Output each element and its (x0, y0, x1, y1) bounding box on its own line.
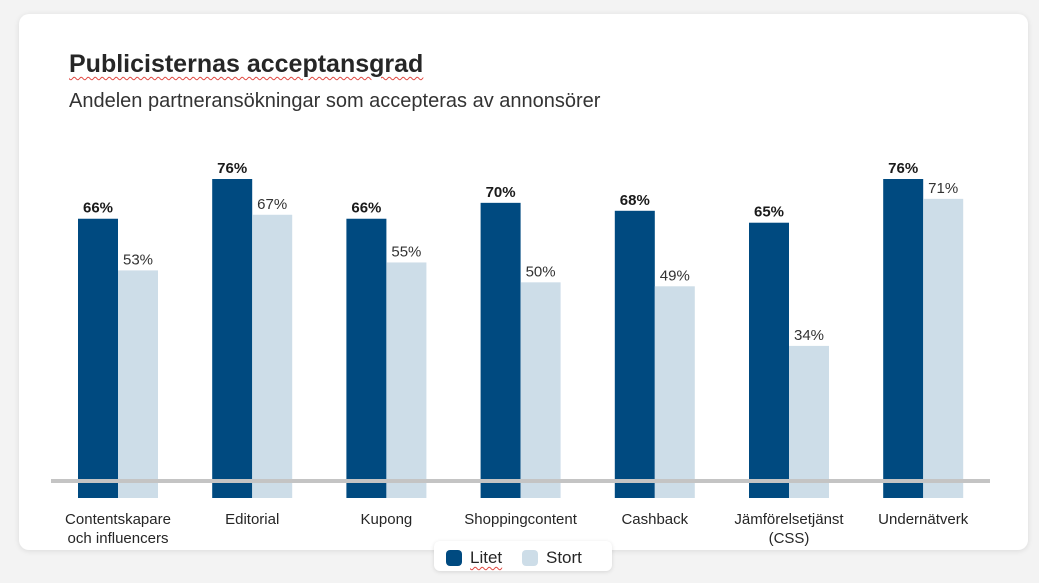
bar-litet-6 (883, 179, 924, 498)
bar-litet-4 (614, 210, 655, 498)
data-label-stort-1: 67% (257, 196, 287, 213)
data-label-litet-2: 66% (351, 200, 381, 217)
legend-swatch-stort (522, 550, 538, 566)
category-label-3: Shoppingcontent (464, 511, 577, 528)
category-label-4: Cashback (621, 511, 688, 528)
legend-label-litet: Litet (470, 548, 503, 567)
legend-item-litet[interactable]: Litet (446, 548, 502, 568)
bar-stort-0 (118, 270, 158, 498)
legend: Litet Stort (434, 541, 612, 571)
bar-stort-4 (654, 286, 695, 498)
category-label-5: Jämförelsetjänst (CSS) (734, 511, 844, 547)
data-label-litet-5: 65% (754, 204, 784, 221)
data-label-litet-0: 66% (83, 200, 113, 217)
data-label-litet-6: 76% (888, 160, 918, 177)
bar-litet-2 (346, 218, 387, 498)
chart-title: Publicisternas acceptansgrad (69, 50, 424, 78)
bar-stort-6 (923, 198, 964, 499)
legend-swatch-litet (446, 550, 462, 566)
data-label-stort-2: 55% (391, 243, 421, 260)
category-label-2: Kupong (361, 511, 413, 528)
bar-litet-5 (749, 222, 789, 499)
bar-stort-2 (386, 262, 427, 498)
bar-stort-3 (520, 282, 561, 498)
data-label-stort-0: 53% (123, 251, 153, 268)
data-label-stort-6: 71% (928, 180, 958, 197)
bar-stort-5 (789, 345, 829, 498)
data-label-litet-4: 68% (620, 192, 650, 209)
category-label-6: Undernätverk (878, 511, 969, 528)
data-label-litet-1: 76% (217, 160, 247, 177)
legend-item-stort[interactable]: Stort (522, 548, 582, 568)
data-label-stort-3: 50% (526, 263, 556, 280)
data-label-stort-4: 49% (660, 267, 690, 284)
category-label-1: Editorial (225, 511, 279, 528)
data-label-litet-3: 70% (486, 184, 516, 201)
bar-litet-3 (480, 202, 521, 498)
data-label-stort-5: 34% (794, 327, 824, 344)
chart-subtitle: Andelen partneransökningar som acceptera… (69, 90, 601, 112)
category-label-0: Contentskapare och influencers (65, 511, 171, 547)
legend-label-stort: Stort (546, 548, 582, 567)
bar-litet-1 (212, 179, 253, 498)
bar-stort-1 (252, 214, 293, 498)
bar-litet-0 (78, 218, 118, 498)
